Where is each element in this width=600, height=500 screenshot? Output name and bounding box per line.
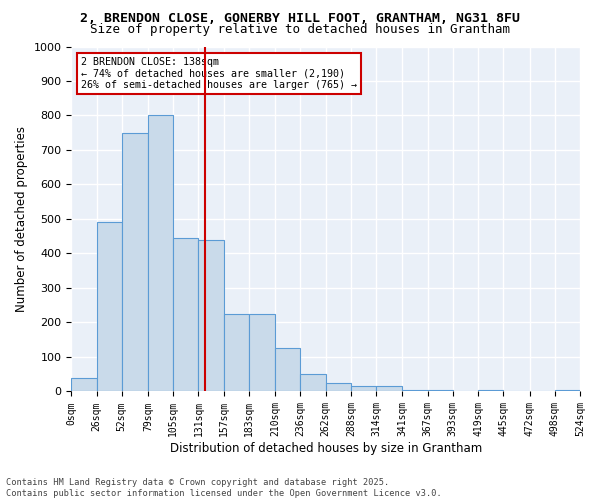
Bar (249, 314, 275, 392)
Bar (478, 390, 503, 392)
Bar (351, 386, 376, 392)
Text: 2, BRENDON CLOSE, GONERBY HILL FOOT, GRANTHAM, NG31 8FU: 2, BRENDON CLOSE, GONERBY HILL FOOT, GRA… (80, 12, 520, 24)
Bar (301, 374, 326, 392)
Text: Size of property relative to detached houses in Grantham: Size of property relative to detached ho… (90, 24, 510, 36)
Bar (326, 383, 351, 392)
Bar (122, 132, 148, 392)
Bar (173, 238, 199, 392)
X-axis label: Distribution of detached houses by size in Grantham: Distribution of detached houses by size … (170, 442, 482, 455)
Bar (199, 240, 224, 392)
Bar (224, 314, 249, 392)
Bar (376, 386, 403, 392)
Bar (97, 222, 122, 392)
Text: Contains HM Land Registry data © Crown copyright and database right 2025.
Contai: Contains HM Land Registry data © Crown c… (6, 478, 442, 498)
Text: 2 BRENDON CLOSE: 138sqm
← 74% of detached houses are smaller (2,190)
26% of semi: 2 BRENDON CLOSE: 138sqm ← 74% of detache… (82, 57, 358, 90)
Bar (148, 116, 173, 392)
Bar (428, 390, 453, 392)
Bar (555, 390, 580, 392)
Bar (275, 348, 301, 392)
Y-axis label: Number of detached properties: Number of detached properties (15, 126, 28, 312)
Bar (71, 378, 97, 392)
Bar (403, 390, 428, 392)
